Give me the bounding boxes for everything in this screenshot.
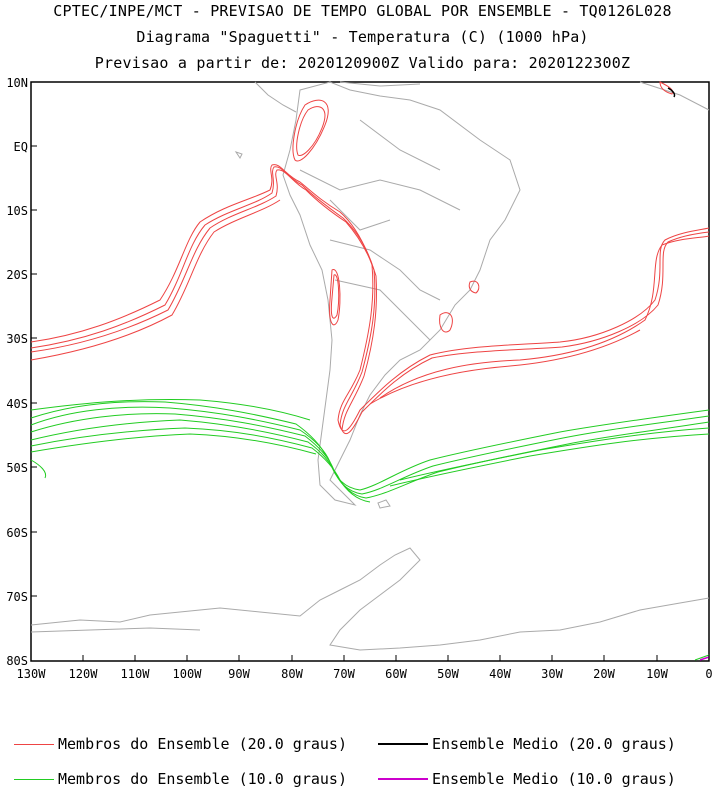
lon-label: 80W bbox=[281, 667, 303, 681]
lon-label: 50W bbox=[437, 667, 459, 681]
lon-label: 30W bbox=[541, 667, 563, 681]
lon-label: 20W bbox=[593, 667, 615, 681]
lon-label: 120W bbox=[69, 667, 99, 681]
lon-label: 70W bbox=[333, 667, 355, 681]
lon-label: 130W bbox=[17, 667, 47, 681]
lat-label: 10S bbox=[6, 204, 28, 218]
lon-labels: 130W 120W 110W 100W 90W 80W 70W 60W 50W … bbox=[17, 667, 713, 681]
lat-ticks bbox=[31, 81, 37, 662]
lat-label: EQ bbox=[14, 140, 28, 154]
legend-mean-20: Ensemble Medio (20.0 graus) bbox=[378, 735, 676, 753]
lon-label: 40W bbox=[489, 667, 511, 681]
legend-swatch-green bbox=[14, 778, 54, 780]
legend-swatch-red bbox=[14, 743, 54, 745]
title-line-3: Previsao a partir de: 2020120900Z Valido… bbox=[94, 54, 631, 72]
lat-label: 10N bbox=[6, 76, 28, 90]
lat-label: 70S bbox=[6, 590, 28, 604]
lon-ticks bbox=[30, 655, 710, 661]
map-frame bbox=[30, 81, 710, 662]
legend-label: Ensemble Medio (20.0 graus) bbox=[432, 735, 676, 753]
legend-swatch-magenta bbox=[378, 778, 428, 780]
legend-members-10: Membros do Ensemble (10.0 graus) bbox=[14, 770, 347, 788]
legend-label: Membros do Ensemble (10.0 graus) bbox=[58, 770, 347, 788]
lon-label: 0 bbox=[705, 667, 712, 681]
lat-labels: 10N EQ 10S 20S 30S 40S 50S 60S 70S 80S bbox=[6, 76, 28, 668]
lon-label: 100W bbox=[173, 667, 203, 681]
members-10c-lines bbox=[30, 399, 710, 661]
title-line-1: CPTEC/INPE/MCT - PREVISAO DE TEMPO GLOBA… bbox=[53, 2, 672, 20]
lat-label: 30S bbox=[6, 332, 28, 346]
ensemble-mean-lines bbox=[667, 87, 710, 661]
legend-members-20: Membros do Ensemble (20.0 graus) bbox=[14, 735, 347, 753]
legend-label: Membros do Ensemble (20.0 graus) bbox=[58, 735, 347, 753]
lat-label: 40S bbox=[6, 397, 28, 411]
coastlines bbox=[30, 81, 710, 651]
lon-label: 60W bbox=[385, 667, 407, 681]
mean-20c-line bbox=[667, 87, 676, 98]
mean-10c-line bbox=[699, 656, 710, 661]
lon-label: 110W bbox=[121, 667, 151, 681]
lat-label: 20S bbox=[6, 268, 28, 282]
title-line-2: Diagrama "Spaguetti" - Temperatura (C) (… bbox=[136, 28, 589, 46]
legend-swatch-black bbox=[378, 743, 428, 745]
legend-mean-10: Ensemble Medio (10.0 graus) bbox=[378, 770, 676, 788]
lat-label: 50S bbox=[6, 461, 28, 475]
legend-label: Ensemble Medio (10.0 graus) bbox=[432, 770, 676, 788]
lat-label: 80S bbox=[6, 654, 28, 668]
members-20c-lines bbox=[30, 81, 710, 435]
lat-label: 60S bbox=[6, 526, 28, 540]
lon-label: 90W bbox=[228, 667, 250, 681]
lon-label: 10W bbox=[646, 667, 668, 681]
